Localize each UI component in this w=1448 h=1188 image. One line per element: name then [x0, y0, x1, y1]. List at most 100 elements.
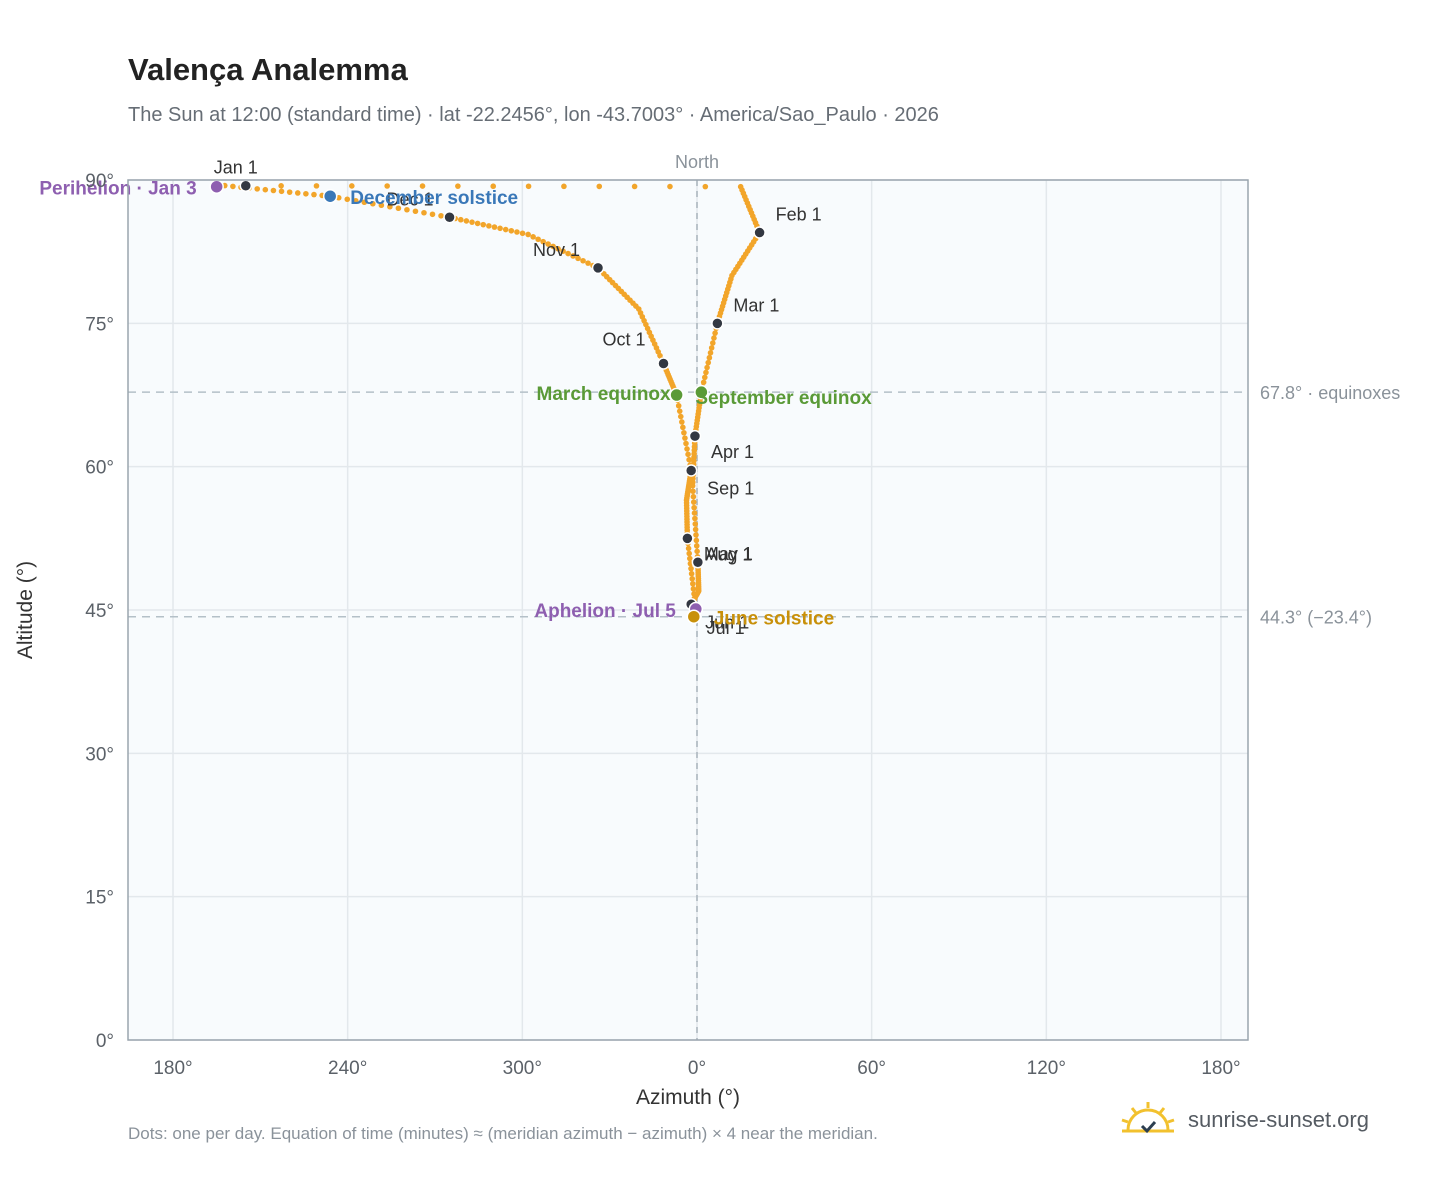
- x-tick-label: 180°: [1201, 1058, 1240, 1079]
- month-marker: [591, 261, 605, 275]
- event-marker: [209, 179, 224, 194]
- daily-dot: [294, 190, 301, 196]
- event-marker: [686, 609, 702, 624]
- month-marker: [443, 211, 456, 224]
- month-marker-label: Jun 1: [705, 612, 749, 632]
- daily-dot: [704, 364, 710, 371]
- daily-dot: [690, 499, 697, 505]
- month-marker-label: Jul 1: [707, 618, 745, 638]
- daily-dot: [701, 374, 708, 381]
- daily-dot: [303, 190, 309, 197]
- daily-dot: [706, 354, 713, 361]
- daily-dot: [693, 532, 699, 538]
- reference-line-label: 67.8° · equinoxes: [1260, 383, 1400, 403]
- daily-dot: [361, 199, 368, 206]
- daily-dot: [270, 187, 277, 194]
- daily-dot: [687, 555, 693, 562]
- daily-dot: [480, 221, 487, 228]
- daily-dot: [694, 548, 700, 555]
- y-tick-label: 90°: [85, 171, 114, 192]
- daily-dot: [686, 550, 693, 557]
- event-label: June solstice: [714, 609, 834, 630]
- daily-dot: [525, 231, 531, 238]
- daily-dot: [681, 429, 687, 436]
- daily-dot: [230, 183, 236, 190]
- chart-subtitle: The Sun at 12:00 (standard time) · lat -…: [128, 104, 939, 126]
- daily-dot: [508, 227, 515, 234]
- daily-dot: [596, 183, 603, 190]
- daily-dot: [710, 340, 716, 346]
- daily-dot: [693, 543, 700, 549]
- daily-dot: [519, 230, 526, 237]
- daily-dot: [491, 224, 498, 230]
- daily-dot: [254, 186, 261, 192]
- daily-dot: [692, 521, 699, 527]
- daily-dot: [688, 565, 694, 572]
- month-marker: [691, 555, 705, 569]
- daily-dot: [278, 183, 284, 189]
- daily-dot: [352, 197, 359, 204]
- daily-dot: [575, 255, 581, 262]
- event-marker: [322, 188, 338, 204]
- daily-dot: [691, 591, 697, 597]
- event-markers: Perihelion · Jan 3 December solstice March…: [39, 179, 872, 630]
- daily-dot: [344, 196, 351, 203]
- daily-dot: [395, 205, 402, 212]
- daily-dot: [682, 435, 688, 441]
- month-marker: [239, 179, 253, 192]
- month-marker: [657, 357, 670, 370]
- daily-dot: [585, 260, 591, 266]
- daily-dot: [412, 208, 419, 215]
- daily-dot: [690, 580, 696, 587]
- month-marker-label: Oct 1: [603, 329, 646, 349]
- daily-dot: [692, 515, 698, 522]
- daily-dot: [378, 202, 385, 209]
- month-marker-label: Mar 1: [733, 295, 779, 315]
- daily-dot: [514, 229, 520, 235]
- daily-dot: [384, 183, 390, 189]
- event-label: March equinox: [537, 384, 672, 405]
- daily-dot: [457, 216, 464, 223]
- daily-dot: [685, 545, 692, 552]
- daily-dot: [692, 526, 699, 533]
- daily-dot: [690, 493, 697, 500]
- daily-dot: [387, 203, 393, 210]
- daily-dot: [463, 218, 470, 224]
- daily-dot: [677, 413, 684, 420]
- month-marker-label: Sep 1: [707, 478, 754, 498]
- plot-frame: [127, 179, 1249, 1041]
- y-tick-label: 60°: [85, 458, 114, 479]
- daily-dot: [690, 488, 696, 495]
- daily-dot: [565, 250, 571, 257]
- daily-dot: [349, 183, 355, 189]
- daily-dot: [530, 234, 536, 240]
- daily-dot: [421, 209, 427, 216]
- daily-dot: [700, 379, 707, 386]
- y-tick-label: 0°: [96, 1031, 114, 1052]
- daily-dot: [683, 440, 689, 447]
- month-marker-label: Nov 1: [533, 240, 580, 260]
- brand[interactable]: sunrise-sunset.org: [1120, 1100, 1369, 1140]
- daily-dot: [486, 223, 492, 229]
- daily-dot: [667, 183, 673, 190]
- daily-dot: [419, 183, 426, 189]
- daily-dot: [708, 345, 715, 351]
- daily-dot: [691, 510, 698, 516]
- brand-name: sunrise-sunset.org: [1188, 1107, 1369, 1132]
- daily-dot: [686, 456, 692, 463]
- daily-dot: [313, 183, 320, 189]
- daily-dot: [370, 200, 376, 207]
- event-marker: [694, 384, 709, 400]
- daily-dot: [712, 330, 718, 336]
- daily-dot: [693, 537, 700, 544]
- sun-logo-icon: [1121, 1102, 1175, 1134]
- y-tick-label: 75°: [85, 314, 114, 335]
- daily-dot: [690, 586, 697, 592]
- daily-dot: [278, 188, 285, 195]
- daily-dot: [707, 350, 714, 356]
- daily-dot: [680, 424, 686, 431]
- daily-dot: [311, 191, 317, 198]
- month-marker-label: Jan 1: [214, 158, 258, 178]
- daily-dot: [688, 570, 695, 577]
